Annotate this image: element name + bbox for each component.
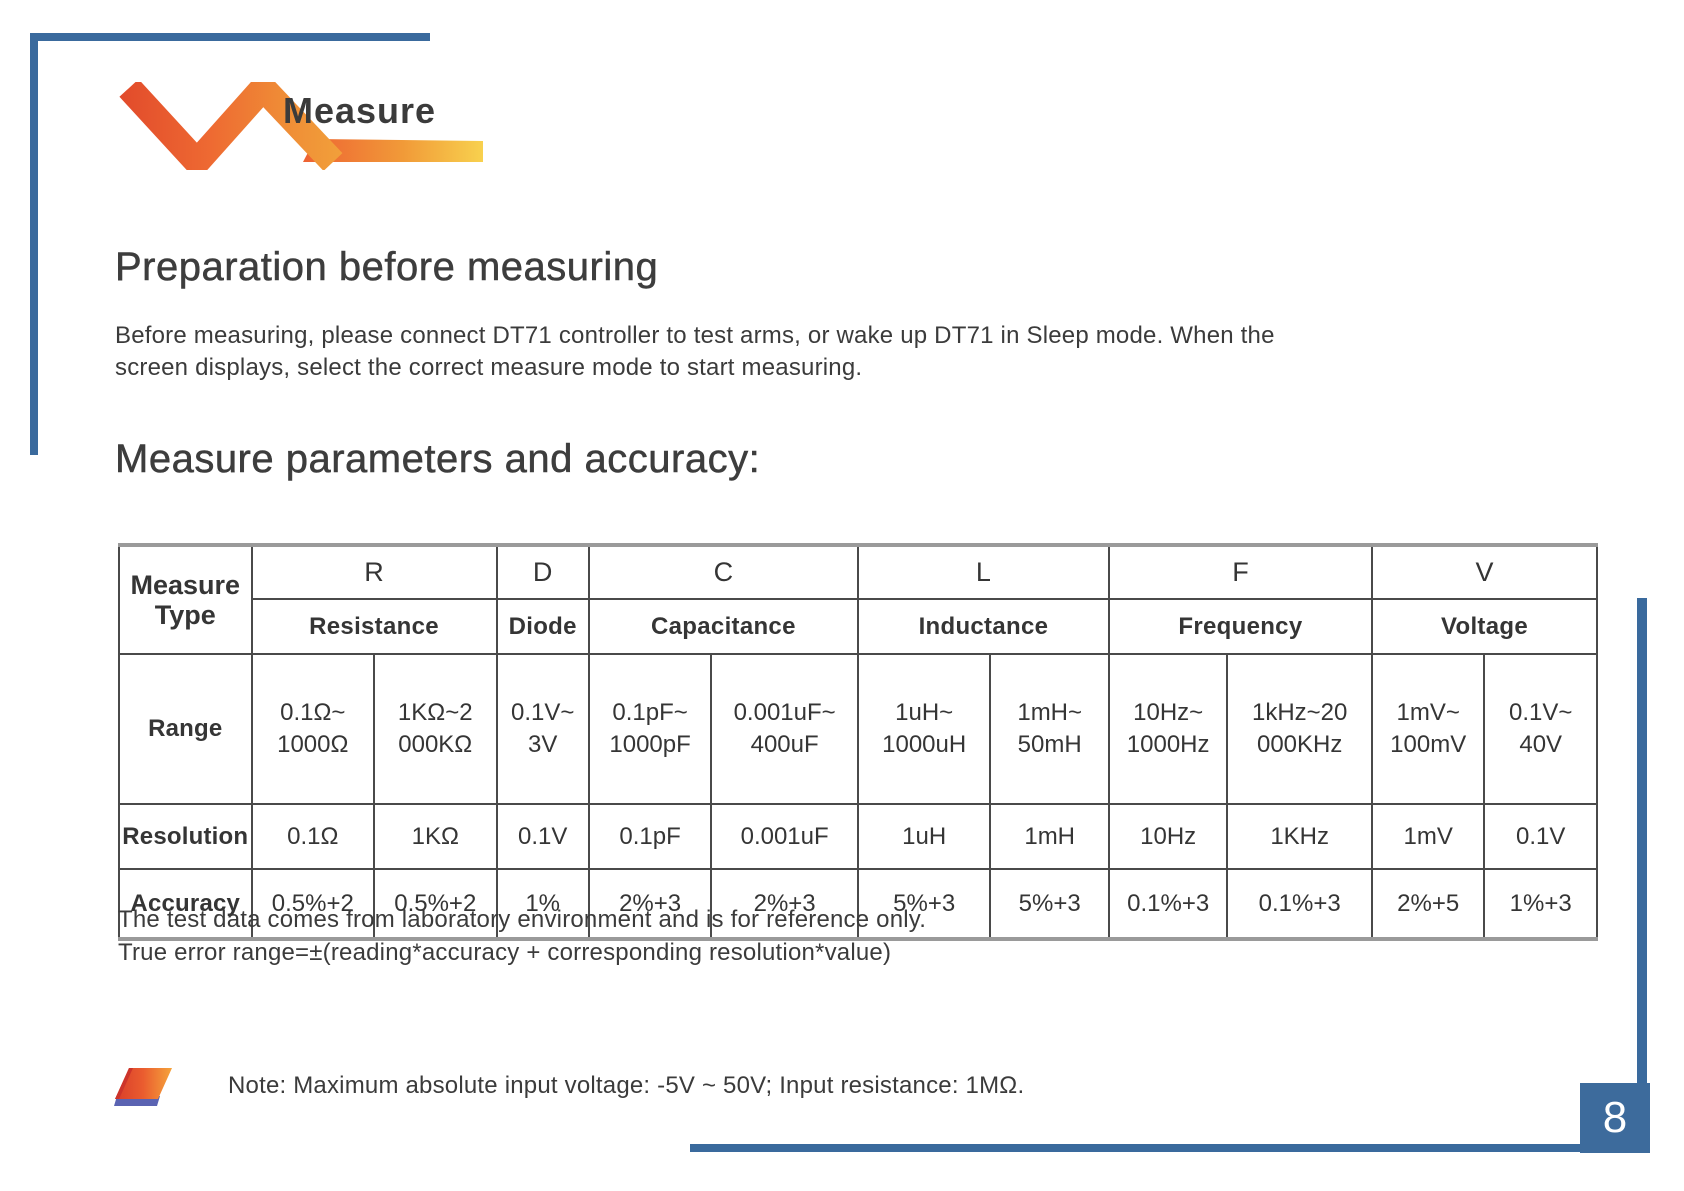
- range-cell: 1uH~ 1000uH: [856, 653, 992, 805]
- accuracy-cell: 5%+3: [856, 868, 992, 941]
- col-name-frequency: Frequency: [1107, 598, 1373, 655]
- reference-note-line-1: The test data comes from laboratory envi…: [118, 906, 927, 933]
- resolution-cell: 1mV: [1370, 803, 1486, 870]
- row-label-accuracy: Accuracy: [118, 868, 253, 941]
- accuracy-cell: 2%+3: [710, 868, 859, 941]
- reference-note-line-2: True error range=±(reading*accuracy + co…: [118, 939, 892, 966]
- col-letter-f: F: [1107, 543, 1373, 600]
- resolution-cell: 1KHz: [1226, 803, 1373, 870]
- bottom-right-vertical-line: [1637, 598, 1647, 1148]
- range-cell: 1mH~ 50mH: [989, 653, 1110, 805]
- resolution-cell: 0.001uF: [710, 803, 859, 870]
- top-left-horizontal-line: [30, 33, 430, 41]
- range-cell: 0.001uF~ 400uF: [710, 653, 859, 805]
- logo-wordmark: Measure: [283, 90, 437, 131]
- col-letter-d: D: [495, 543, 590, 600]
- accuracy-cell: 2%+3: [587, 868, 713, 941]
- zigzag-ribbon-icon: [119, 82, 483, 170]
- parameters-table: Measure Type R D C L F V Resistance Diod…: [118, 543, 1599, 941]
- resolution-cell: 1mH: [989, 803, 1110, 870]
- col-name-diode: Diode: [495, 598, 590, 655]
- page-number-badge: 8: [1580, 1083, 1650, 1153]
- resolution-cell: 10Hz: [1107, 803, 1229, 870]
- preparation-paragraph: Before measuring, please connect DT71 co…: [115, 320, 1515, 384]
- page-number: 8: [1602, 1093, 1628, 1142]
- paragraph-line-2: screen displays, select the correct meas…: [115, 354, 863, 381]
- table-row-accuracy: Accuracy 0.5%+2 0.5%+2 1% 2%+3 2%+3 5%+3…: [118, 868, 1598, 941]
- resolution-cell: 0.1V: [495, 803, 590, 870]
- col-name-resistance: Resistance: [250, 598, 498, 655]
- range-cell: 1mV~ 100mV: [1370, 653, 1486, 805]
- accuracy-cell: 0.5%+2: [250, 868, 376, 941]
- col-name-inductance: Inductance: [856, 598, 1110, 655]
- range-cell: 0.1V~ 3V: [495, 653, 590, 805]
- note-text: Note: Maximum absolute input voltage: -5…: [228, 1072, 1025, 1099]
- accuracy-cell: 0.1%+3: [1107, 868, 1229, 941]
- note-row: Note: Maximum absolute input voltage: -5…: [112, 1064, 1412, 1108]
- bottom-right-horizontal-line: [690, 1144, 1650, 1152]
- accuracy-cell: 1%+3: [1483, 868, 1598, 941]
- section-title-parameters: Measure parameters and accuracy:: [115, 437, 761, 482]
- table-row-resolution: Resolution 0.1Ω 1KΩ 0.1V 0.1pF 0.001uF 1…: [118, 803, 1598, 870]
- col-name-voltage: Voltage: [1370, 598, 1599, 655]
- resolution-cell: 1KΩ: [373, 803, 498, 870]
- resolution-cell: 0.1pF: [587, 803, 713, 870]
- top-left-vertical-line: [30, 33, 38, 455]
- range-cell: 1KΩ~2 000KΩ: [373, 653, 498, 805]
- accuracy-cell: 1%: [495, 868, 590, 941]
- paragraph-line-1: Before measuring, please connect DT71 co…: [115, 322, 1275, 349]
- range-cell: 1kHz~20 000KHz: [1226, 653, 1373, 805]
- row-label-range: Range: [118, 653, 253, 805]
- table-row-group-letters: Measure Type R D C L F V: [118, 543, 1599, 655]
- section-title-preparation: Preparation before measuring: [115, 245, 659, 290]
- range-cell: 0.1Ω~ 1000Ω: [250, 653, 376, 805]
- col-name-capacitance: Capacitance: [587, 598, 859, 655]
- reference-note: The test data comes from laboratory envi…: [118, 903, 1418, 969]
- resolution-cell: 0.1V: [1483, 803, 1598, 870]
- accuracy-cell: 0.5%+2: [373, 868, 498, 941]
- col-letter-c: C: [587, 543, 859, 600]
- resolution-cell: 0.1Ω: [250, 803, 376, 870]
- range-cell: 10Hz~ 1000Hz: [1107, 653, 1229, 805]
- table-row-group-names: Resistance Diode Capacitance Inductance …: [119, 598, 1599, 655]
- resolution-cell: 1uH: [856, 803, 992, 870]
- col-letter-r: R: [250, 543, 498, 600]
- row-label-resolution: Resolution: [118, 803, 253, 870]
- range-cell: 0.1V~ 40V: [1483, 653, 1598, 805]
- table-corner-label: Measure Type: [118, 543, 253, 655]
- accuracy-cell: 5%+3: [989, 868, 1110, 941]
- col-letter-l: L: [856, 543, 1110, 600]
- table-row-range: Range 0.1Ω~ 1000Ω 1KΩ~2 000KΩ 0.1V~ 3V 0…: [118, 653, 1598, 805]
- range-cell: 0.1pF~ 1000pF: [587, 653, 713, 805]
- note-bullet-icon: [114, 1068, 172, 1106]
- measure-logo: Measure: [115, 82, 483, 170]
- col-letter-v: V: [1370, 543, 1599, 600]
- accuracy-cell: 2%+5: [1370, 868, 1486, 941]
- accuracy-cell: 0.1%+3: [1226, 868, 1373, 941]
